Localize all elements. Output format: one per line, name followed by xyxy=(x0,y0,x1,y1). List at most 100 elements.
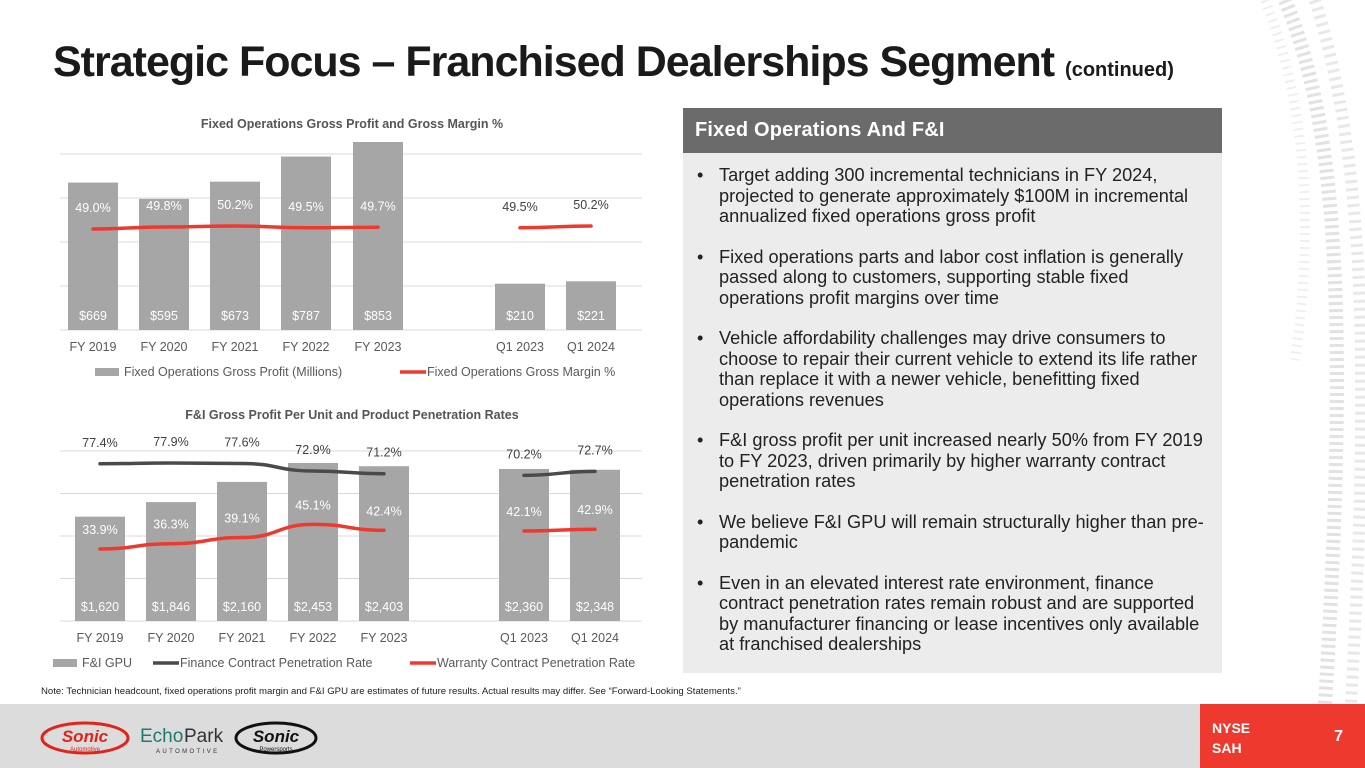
bar-data-label: $1,846 xyxy=(152,600,190,614)
line-data-label: 42.9% xyxy=(577,503,612,517)
bullet-icon: • xyxy=(697,511,704,532)
svg-text:Sonic: Sonic xyxy=(62,727,109,746)
legend-label: Finance Contract Penetration Rate xyxy=(180,656,373,670)
sonic-powersports-logo: Sonic Powersports xyxy=(234,721,318,755)
panel-bullet-text: Vehicle affordability challenges may dri… xyxy=(719,328,1198,410)
panel-bullet: • Fixed operations parts and labor cost i… xyxy=(697,246,1212,309)
bar-data-label: $1,620 xyxy=(81,600,119,614)
line-data-label: 77.9% xyxy=(153,435,188,449)
panel-bullet: • Even in an elevated interest rate envir… xyxy=(697,572,1212,655)
series-line xyxy=(522,469,597,478)
line-data-label: 49.5% xyxy=(288,200,323,214)
line-data-label: 49.7% xyxy=(360,199,395,213)
bar xyxy=(75,516,125,621)
x-tick-label: FY 2021 xyxy=(211,340,258,354)
line-data-label: 45.1% xyxy=(295,498,330,512)
panel-bullet-text: F&I gross profit per unit increased near… xyxy=(719,430,1203,491)
fixed-ops-fi-panel: Fixed Operations And F&I • Target adding … xyxy=(683,108,1222,673)
line-data-label: 49.5% xyxy=(502,200,537,214)
x-tick-label: Q1 2024 xyxy=(567,340,615,354)
series-line xyxy=(98,461,386,476)
line-data-label: 77.6% xyxy=(224,435,259,449)
panel-bullet: • Target adding 300 incremental technicia… xyxy=(697,165,1212,227)
x-tick-label: FY 2023 xyxy=(354,340,401,354)
fixed-ops-chart: Fixed Operations Gross Profit and Gross … xyxy=(40,112,650,384)
bar-data-label: $853 xyxy=(364,309,392,323)
bar-data-label: $2,403 xyxy=(365,600,403,614)
svg-text:Sonic: Sonic xyxy=(253,727,300,746)
exchange-label: NYSE xyxy=(1212,720,1251,736)
bar xyxy=(359,466,409,621)
x-tick-label: Q1 2024 xyxy=(571,631,619,645)
legend-label: Fixed Operations Gross Margin % xyxy=(427,365,615,379)
bar-data-label: $669 xyxy=(79,309,107,323)
ticker-block: NYSE SAH xyxy=(1212,718,1250,758)
bar xyxy=(570,469,620,621)
line-data-label: 49.8% xyxy=(146,199,181,213)
x-tick-label: FY 2023 xyxy=(360,631,407,645)
x-tick-label: FY 2022 xyxy=(282,340,329,354)
page-title: Strategic Focus – Franchised Dealerships… xyxy=(53,38,1174,87)
x-tick-label: FY 2019 xyxy=(76,631,123,645)
legend-swatch xyxy=(95,368,119,376)
line-data-label: 42.1% xyxy=(506,505,541,519)
x-tick-label: FY 2019 xyxy=(69,340,116,354)
panel-bullet-text: Fixed operations parts and labor cost in… xyxy=(719,246,1184,308)
bar xyxy=(146,502,196,621)
svg-text:Echo: Echo xyxy=(140,726,183,747)
line-data-label: 50.2% xyxy=(217,198,252,212)
line-data-label: 72.9% xyxy=(295,443,330,457)
bar-data-label: $2,160 xyxy=(223,600,261,614)
bar-data-label: $2,453 xyxy=(294,600,332,614)
panel-bullet: • F&I gross profit per unit increased nea… xyxy=(697,430,1212,492)
bar xyxy=(281,156,331,330)
panel-bullet: • Vehicle affordability challenges may dr… xyxy=(697,328,1212,410)
bar xyxy=(499,468,549,621)
line-data-label: 39.1% xyxy=(224,512,259,526)
bar xyxy=(353,142,403,330)
ticker-tag: NYSE SAH 7 xyxy=(1200,704,1365,768)
bullet-icon: • xyxy=(697,328,704,348)
legend-label: Warranty Contract Penetration Rate xyxy=(437,656,635,670)
bullet-icon: • xyxy=(697,572,704,593)
bar-data-label: $210 xyxy=(506,309,534,323)
bar xyxy=(210,181,260,330)
footer-bar: Sonic Automotive Echo Park AUTOMOTIVE So… xyxy=(0,704,1365,768)
page-title-sub: (continued) xyxy=(1065,59,1174,81)
line-data-label: 71.2% xyxy=(366,446,401,460)
panel-bullet-text: Even in an elevated interest rate enviro… xyxy=(719,572,1200,655)
line-data-label: 36.3% xyxy=(153,518,188,532)
fixed-ops-chart-svg: Fixed Operations Gross Profit and Gross … xyxy=(60,117,642,379)
bar-data-label: $673 xyxy=(221,309,249,323)
page-title-main: Strategic Focus – Franchised Dealerships… xyxy=(53,38,1055,86)
svg-text:Powersports: Powersports xyxy=(259,747,292,753)
bar xyxy=(68,182,118,330)
x-tick-label: FY 2020 xyxy=(147,631,194,645)
line-data-label: 72.7% xyxy=(577,443,612,457)
x-tick-label: FY 2022 xyxy=(289,631,336,645)
panel-heading: Fixed Operations And F&I xyxy=(683,108,1222,153)
bar-data-label: $595 xyxy=(150,309,178,323)
line-data-label: 50.2% xyxy=(573,198,608,212)
svg-text:Automotive: Automotive xyxy=(70,747,101,753)
legend-label: Fixed Operations Gross Profit (Millions) xyxy=(124,365,342,379)
tire-tracks-decoration xyxy=(1260,0,1365,704)
fi-chart: F&I Gross Profit Per Unit and Product Pe… xyxy=(40,403,650,675)
line-data-label: 42.4% xyxy=(366,504,401,518)
bar xyxy=(566,281,616,330)
chart-title: F&I Gross Profit Per Unit and Product Pe… xyxy=(185,408,518,422)
series-line xyxy=(98,522,386,551)
ticker-label: SAH xyxy=(1212,740,1242,756)
series-line xyxy=(518,224,593,230)
bar xyxy=(139,198,189,330)
svg-text:AUTOMOTIVE: AUTOMOTIVE xyxy=(156,749,220,755)
legend-label: F&I GPU xyxy=(82,656,132,670)
bar-data-label: $2,360 xyxy=(505,600,543,614)
svg-text:Park: Park xyxy=(184,726,224,747)
bar-data-label: $2,348 xyxy=(576,600,614,614)
line-data-label: 49.0% xyxy=(75,201,110,215)
panel-bullet-text: We believe F&I GPU will remain structura… xyxy=(719,511,1204,553)
bullet-icon: • xyxy=(697,246,704,267)
legend-swatch xyxy=(53,659,77,667)
panel-bullet-text: Target adding 300 incremental technician… xyxy=(719,165,1189,226)
